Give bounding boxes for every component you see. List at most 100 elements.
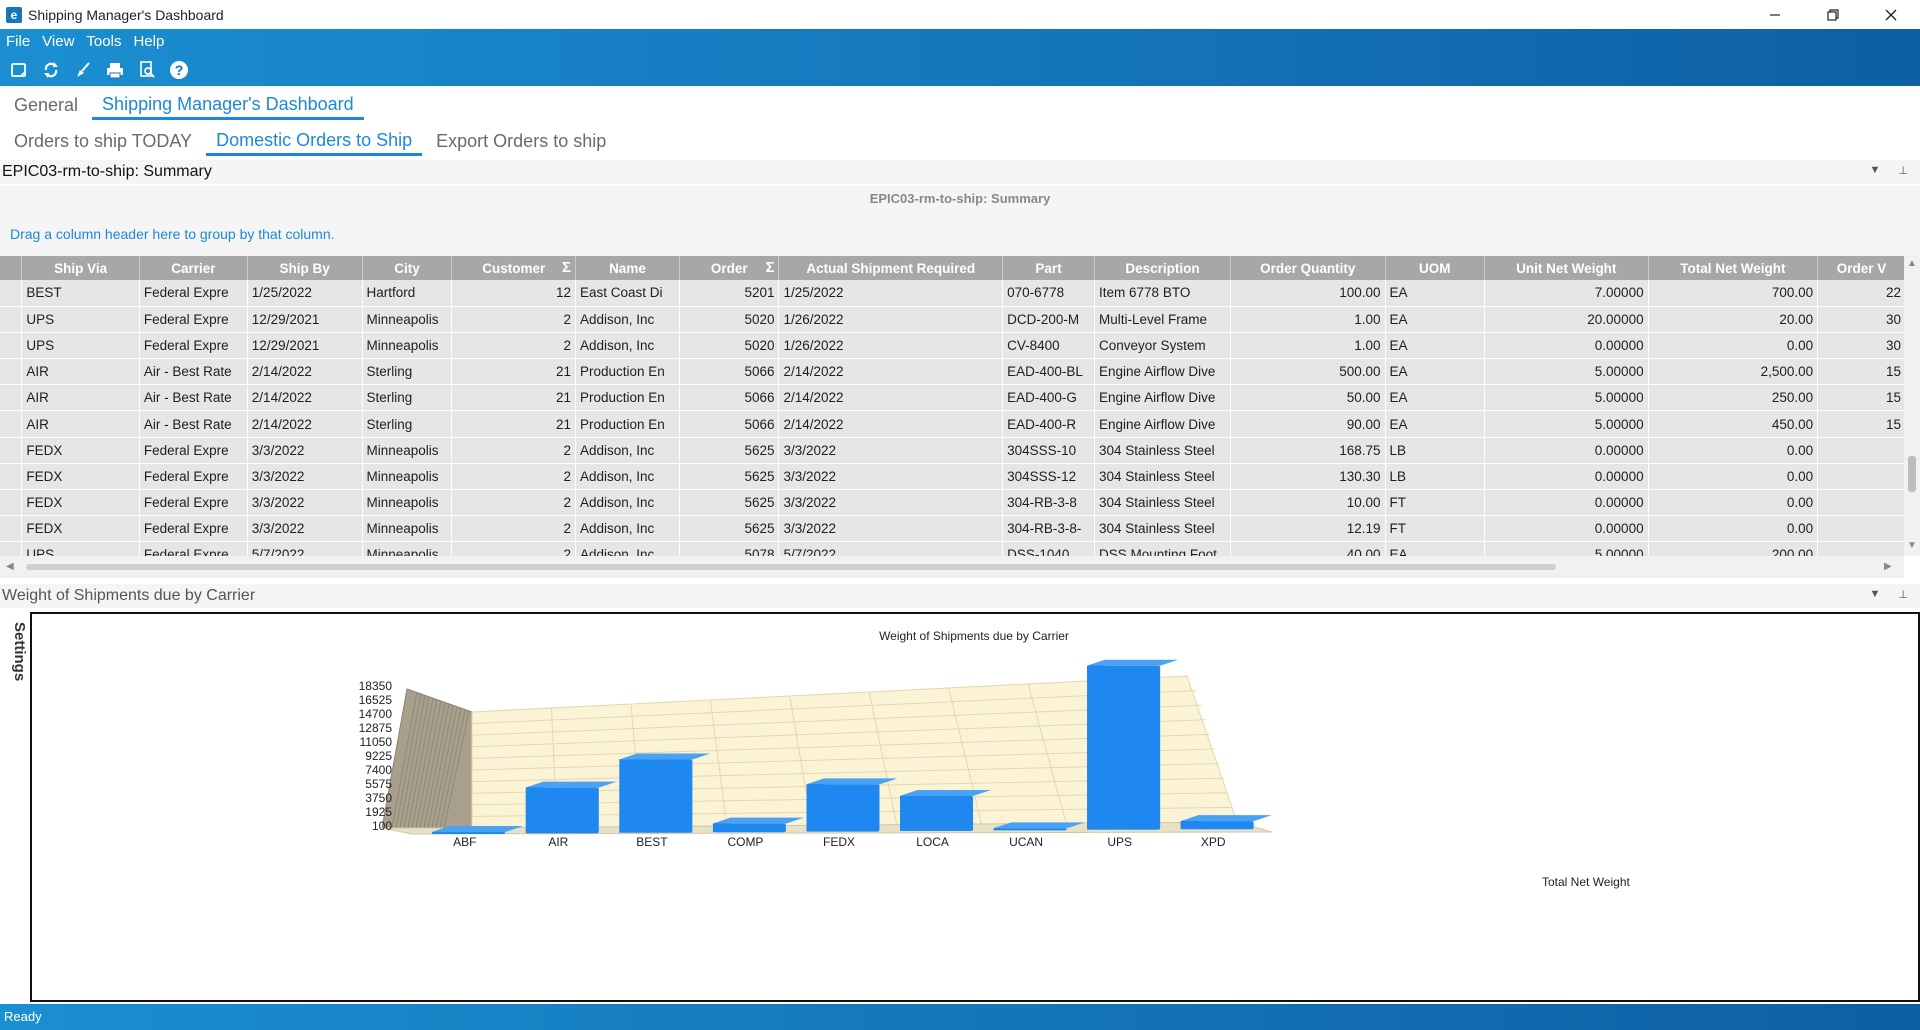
table-cell[interactable]: 3/3/2022 [778,463,1004,491]
table-cell[interactable]: 5/7/2022 [247,541,363,556]
table-cell[interactable]: 15 [1817,410,1906,438]
table-row[interactable]: UPS Federal Expre 12/29/2021 Minneapolis 2 Ad… [0,332,1906,360]
table-cell[interactable]: 1/26/2022 [778,306,1004,333]
group-by-hint[interactable]: Drag a column header here to group by th… [0,212,1920,256]
table-cell[interactable]: 5201 [679,280,780,307]
table-cell[interactable]: 5625 [679,437,780,464]
table-row[interactable]: FEDX Federal Expre 3/3/2022 Minneapolis 2 Add… [0,437,1906,464]
row-selector[interactable] [0,384,23,412]
table-cell[interactable]: Minneapolis [362,437,453,464]
table-cell[interactable]: Production En [575,384,680,412]
table-cell[interactable]: 304 Stainless Steel [1094,437,1231,464]
table-cell[interactable]: Addison, Inc [575,306,680,333]
table-cell[interactable]: Federal Expre [139,463,248,491]
table-cell[interactable]: 5625 [679,463,780,491]
row-selector[interactable] [0,515,23,543]
table-cell[interactable]: 0.00000 [1484,489,1649,517]
table-row[interactable]: FEDX Federal Expre 3/3/2022 Minneapolis 2 Add… [0,489,1906,517]
table-row[interactable]: UPS Federal Expre 5/7/2022 Minneapolis 2 Addi… [0,541,1906,556]
table-cell[interactable]: 0.00 [1648,515,1819,543]
table-cell[interactable]: EA [1385,358,1486,386]
menu-help[interactable]: Help [133,33,165,50]
table-cell[interactable]: Federal Expre [139,489,248,517]
table-cell[interactable]: DCD-200-M [1002,306,1096,333]
table-cell[interactable]: UPS [21,332,140,360]
table-cell[interactable] [1817,541,1906,556]
table-cell[interactable]: Addison, Inc [575,437,680,464]
table-cell[interactable]: 5.00000 [1484,358,1649,386]
table-cell[interactable]: 200.00 [1648,541,1819,556]
table-cell[interactable]: 5.00000 [1484,541,1649,556]
table-cell[interactable]: 2,500.00 [1648,358,1819,386]
table-cell[interactable]: BEST [21,280,140,307]
row-selector[interactable] [0,541,23,556]
table-row[interactable]: FEDX Federal Expre 3/3/2022 Minneapolis 2 Add… [0,515,1906,543]
scroll-up-icon[interactable]: ▲ [1907,258,1917,269]
table-cell[interactable]: 22 [1817,280,1906,307]
table-cell[interactable]: 40.00 [1230,541,1386,556]
tab-shipping-managers-dashboard[interactable]: Shipping Manager's Dashboard [92,94,364,120]
col-header-order-quantity[interactable]: Order Quantity [1230,256,1386,280]
table-cell[interactable]: 130.30 [1230,463,1386,491]
table-cell[interactable]: 3/3/2022 [778,437,1004,464]
table-cell[interactable]: 1/25/2022 [247,280,363,307]
settings-tab[interactable]: Settings [11,622,28,682]
table-cell[interactable]: EA [1385,410,1486,438]
table-cell[interactable]: Sterling [362,410,453,438]
table-cell[interactable]: 5625 [679,489,780,517]
table-row[interactable]: AIR Air - Best Rate 2/14/2022 Sterling 21 Pro… [0,410,1906,438]
table-cell[interactable]: Engine Airflow Dive [1094,410,1231,438]
table-cell[interactable]: 21 [451,358,576,386]
col-header-unit-net-weight[interactable]: Unit Net Weight [1484,256,1649,280]
table-cell[interactable]: FT [1385,489,1486,517]
table-cell[interactable]: 0.00 [1648,332,1819,360]
table-cell[interactable]: FEDX [21,437,140,464]
table-cell[interactable]: 0.00 [1648,437,1819,464]
table-cell[interactable]: EAD-400-G [1002,384,1096,412]
table-cell[interactable]: 30 [1817,332,1906,360]
table-cell[interactable]: 0.00000 [1484,437,1649,464]
col-header-ship-via[interactable]: Ship Via [21,256,140,280]
table-cell[interactable]: 1.00 [1230,332,1386,360]
panel-pin-icon[interactable]: ⊥ [1898,165,1908,177]
table-cell[interactable]: Minneapolis [362,541,453,556]
table-cell[interactable]: Minneapolis [362,463,453,491]
table-cell[interactable]: EA [1385,332,1486,360]
table-cell[interactable]: AIR [21,384,140,412]
clear-icon[interactable] [70,58,96,82]
scroll-right-icon[interactable]: ▶ [1884,561,1892,572]
table-cell[interactable]: 5020 [679,332,780,360]
col-header-description[interactable]: Description [1094,256,1231,280]
col-header-uom[interactable]: UOM [1385,256,1486,280]
table-cell[interactable]: Air - Best Rate [139,358,248,386]
table-cell[interactable]: 3/3/2022 [247,489,363,517]
table-cell[interactable]: EAD-400-R [1002,410,1096,438]
row-selector[interactable] [0,410,23,438]
table-cell[interactable]: Minneapolis [362,515,453,543]
table-cell[interactable]: 5.00000 [1484,410,1649,438]
table-cell[interactable]: 304SSS-12 [1002,463,1096,491]
table-cell[interactable] [1817,463,1906,491]
col-header-actual-shipment-required[interactable]: Actual Shipment Required [778,256,1004,280]
table-cell[interactable]: 0.00000 [1484,332,1649,360]
sum-icon[interactable]: Σ [561,259,571,276]
table-cell[interactable]: 30 [1817,306,1906,333]
table-cell[interactable]: 1/26/2022 [778,332,1004,360]
table-cell[interactable]: 2 [451,437,576,464]
table-cell[interactable]: 5/7/2022 [778,541,1004,556]
table-cell[interactable]: 12/29/2021 [247,332,363,360]
table-cell[interactable]: 15 [1817,358,1906,386]
table-cell[interactable]: Hartford [362,280,453,307]
menu-file[interactable]: File [6,33,31,50]
table-cell[interactable]: Air - Best Rate [139,384,248,412]
scroll-down-icon[interactable]: ▼ [1907,540,1917,551]
scroll-left-icon[interactable]: ◀ [6,561,14,572]
refresh-icon[interactable] [38,58,64,82]
sum-icon[interactable]: Σ [765,259,775,276]
table-cell[interactable]: Multi-Level Frame [1094,306,1231,333]
table-cell[interactable]: Federal Expre [139,541,248,556]
table-cell[interactable]: 100.00 [1230,280,1386,307]
table-cell[interactable]: 12/29/2021 [247,306,363,333]
table-cell[interactable]: DSS Mounting Foot [1094,541,1231,556]
vertical-scroll-thumb[interactable] [1908,456,1916,492]
